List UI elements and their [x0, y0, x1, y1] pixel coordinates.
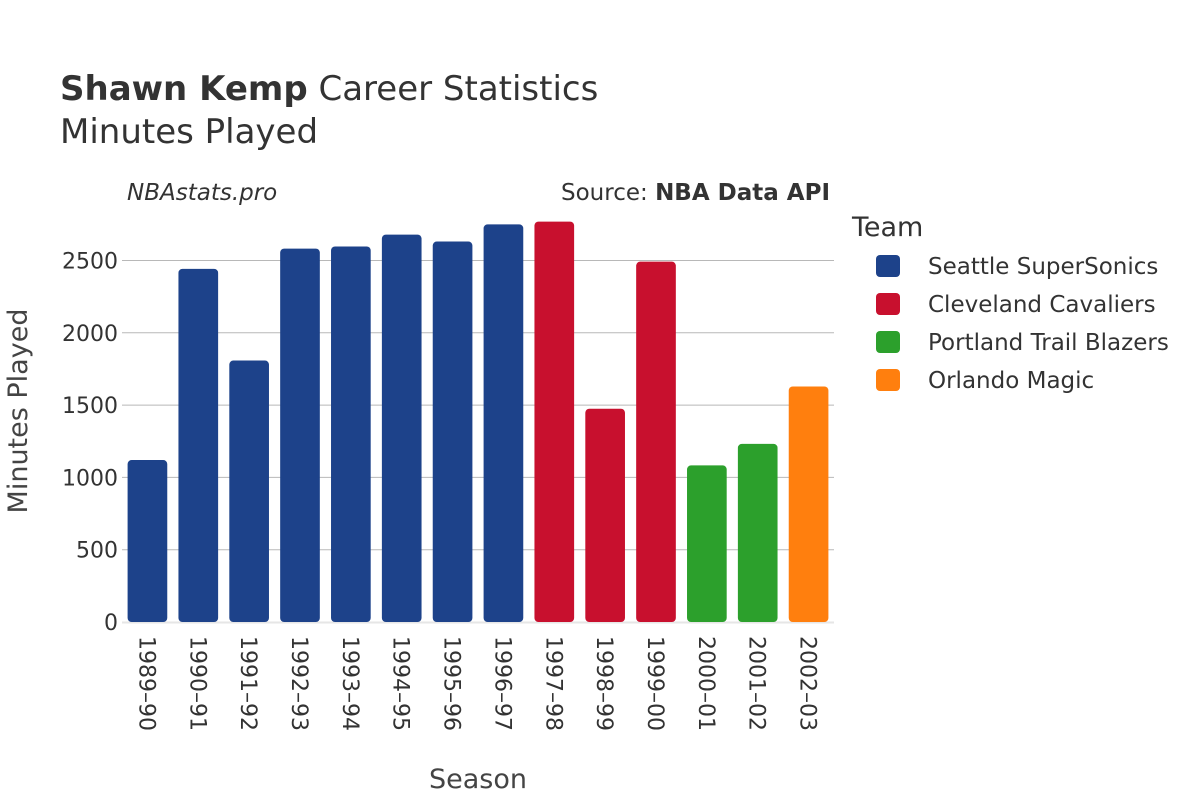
bar-2002–03[interactable]: [788, 386, 829, 622]
chart-title: Shawn Kemp Career Statistics: [60, 69, 598, 109]
legend-item-label[interactable]: Orlando Magic: [928, 368, 1094, 394]
legend-item-label[interactable]: Portland Trail Blazers: [928, 330, 1169, 356]
legend-item-label[interactable]: Seattle SuperSonics: [928, 254, 1158, 280]
bar-1991–92[interactable]: [229, 360, 269, 622]
bar-1989–90[interactable]: [127, 460, 168, 622]
bar-1998–99[interactable]: [585, 408, 625, 622]
bar-2001–02[interactable]: [737, 443, 778, 622]
x-tick-label: 1992–93: [286, 636, 311, 731]
x-axis-title: Season: [429, 764, 527, 795]
bar-1997–98[interactable]: [534, 221, 575, 623]
legend-swatch: [876, 255, 900, 277]
y-tick-label: 0: [104, 611, 118, 636]
x-tick-label: 1991–92: [235, 636, 260, 731]
legend-item-label[interactable]: Cleveland Cavaliers: [928, 292, 1156, 318]
bars: [127, 221, 829, 623]
x-tick-label: 1996–97: [489, 636, 514, 731]
x-tick-label: 2000–01: [693, 636, 718, 731]
legend-swatch: [876, 293, 900, 315]
source-note: Source: NBA Data API: [561, 180, 830, 206]
x-axis-ticks: 1989–90 1990–91 1991–92 1992–93 1993–94 1994–…: [133, 636, 819, 731]
bar-1990–91[interactable]: [178, 268, 219, 622]
x-tick-label: 1990–91: [184, 636, 209, 731]
y-tick-label: 1500: [62, 394, 118, 419]
chart-titles: Shawn Kemp Career Statistics Minutes Pla…: [60, 69, 830, 206]
legend-swatch: [876, 369, 900, 391]
bar-1992–93[interactable]: [280, 248, 320, 622]
legend-swatch: [876, 331, 900, 353]
bar-1995–96[interactable]: [432, 241, 473, 623]
gridlines: [122, 259, 834, 624]
bar-2000–01[interactable]: [687, 465, 727, 622]
source-name: NBA Data API: [655, 180, 830, 206]
bar-1996–97[interactable]: [483, 224, 524, 622]
chart-subtitle: Minutes Played: [60, 112, 318, 152]
x-tick-label: 1998–99: [591, 636, 616, 731]
x-tick-label: 1997–98: [540, 636, 565, 731]
bar-1993–94[interactable]: [331, 246, 371, 622]
bar-1994–95[interactable]: [381, 234, 422, 622]
chart-title-player: Shawn Kemp: [60, 69, 308, 109]
bar-1999–00[interactable]: [636, 261, 676, 622]
x-tick-label: 1999–00: [642, 636, 667, 731]
y-axis-title: Minutes Played: [3, 309, 34, 514]
y-tick-label: 2500: [62, 249, 118, 274]
legend: Team Seattle SuperSonics Cleveland Cavali…: [851, 212, 1169, 394]
legend-title: Team: [851, 212, 923, 243]
chart-title-rest: Career Statistics: [308, 69, 599, 109]
x-tick-label: 2002–03: [795, 636, 820, 731]
x-tick-label: 1993–94: [337, 636, 362, 731]
y-tick-label: 2000: [62, 322, 118, 347]
y-axis-ticks: 0 500 1000 1500 2000 2500: [62, 249, 118, 636]
x-tick-label: 1994–95: [388, 636, 413, 731]
x-tick-label: 1989–90: [133, 636, 158, 731]
y-tick-label: 1000: [62, 466, 118, 491]
source-prefix: Source:: [561, 180, 655, 206]
x-tick-label: 1995–96: [439, 636, 464, 731]
y-tick-label: 500: [76, 539, 118, 564]
watermark: NBAstats.pro: [127, 180, 277, 206]
x-tick-label: 2001–02: [744, 636, 769, 731]
